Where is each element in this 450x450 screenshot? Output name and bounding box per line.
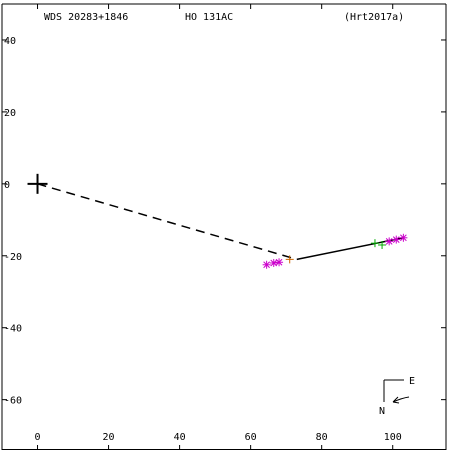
y-tick-label: 40 [4, 36, 16, 47]
data-point-plus [285, 255, 294, 264]
data-point-asterisk [262, 260, 271, 269]
y-tick-label: -20 [4, 252, 22, 263]
y-axis-ticks: -60 -40 -20 0 20 40 [2, 36, 446, 407]
header-reference: (Hrt2017a) [344, 12, 404, 23]
x-tick-label: 60 [245, 432, 257, 443]
y-tick-label: -40 [4, 324, 22, 335]
compass-east-label: E [409, 376, 415, 387]
header-wds-id: WDS 20283+1846 [44, 12, 128, 23]
data-point-asterisk [399, 233, 408, 242]
data-point-asterisk [392, 235, 401, 244]
primary-star-marker [27, 173, 48, 194]
orbit-lines [37, 183, 404, 261]
data-point-asterisk [275, 258, 284, 267]
data-point-plus [378, 240, 387, 249]
x-tick-label: 100 [384, 432, 402, 443]
x-tick-label: 80 [316, 432, 328, 443]
data-point-asterisk [269, 258, 278, 267]
data-point-asterisk [385, 237, 394, 246]
motion-arrow-icon [392, 396, 410, 404]
header-discoverer: HO 131AC [185, 12, 233, 23]
y-tick-label: 20 [4, 108, 16, 119]
dashed-connector-line [37, 183, 298, 261]
y-tick-label: 0 [4, 180, 10, 191]
x-tick-label: 20 [103, 432, 115, 443]
compass-north-label: N [379, 406, 385, 417]
plot-frame [1, 3, 447, 450]
x-axis-ticks: 0 20 40 60 80 100 [35, 4, 402, 450]
y-tick-label: -60 [4, 396, 22, 407]
x-tick-label: 40 [174, 432, 186, 443]
x-tick-label: 0 [35, 432, 41, 443]
compass: E N [379, 376, 415, 417]
observation-marks [27, 173, 408, 269]
data-point-plus [370, 239, 379, 248]
